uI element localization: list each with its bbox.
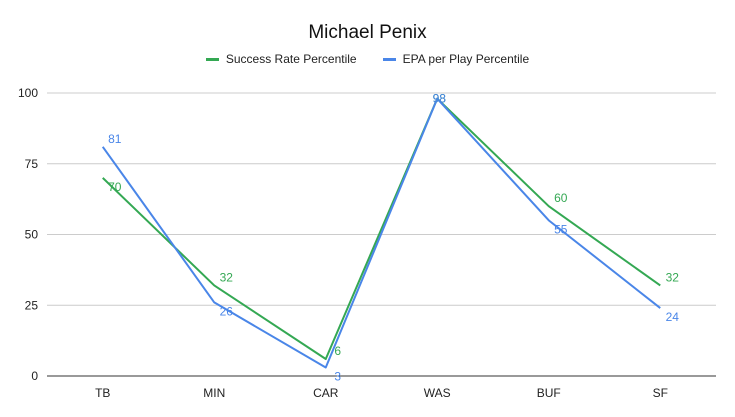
y-axis-ticks: 0 25 50 75 100 (18, 86, 38, 383)
legend-label-epa-per-play: EPA per Play Percentile (402, 52, 530, 66)
data-label-success-rate-buf: 60 (554, 191, 568, 205)
x-tick-label-buf: BUF (537, 386, 561, 400)
y-tick-label: 50 (25, 228, 39, 242)
legend-swatch-epa-per-play (382, 57, 396, 61)
data-label-success-rate-was: 98 (433, 92, 447, 106)
data-label-epa-per-play-car: 3 (334, 370, 341, 384)
legend-swatch-success-rate (205, 57, 219, 61)
legend-item-success-rate[interactable]: Success Rate Percentile (205, 52, 357, 66)
y-tick-label: 75 (25, 157, 39, 171)
x-axis-ticks: TB MIN CAR WAS BUF SF (95, 386, 668, 400)
gridlines (47, 92, 716, 377)
y-tick-label: 100 (18, 86, 38, 100)
chart-title: Michael Penix (308, 22, 427, 43)
x-tick-label-min: MIN (203, 386, 225, 400)
data-label-success-rate-tb: 70 (108, 180, 122, 194)
x-tick-label-car: CAR (313, 386, 339, 400)
data-label-success-rate-car: 6 (334, 344, 341, 358)
legend-label-success-rate: Success Rate Percentile (225, 52, 357, 66)
x-tick-label-was: WAS (424, 386, 451, 400)
legend-item-epa-per-play[interactable]: EPA per Play Percentile (382, 52, 530, 66)
data-label-epa-per-play-min: 26 (220, 304, 234, 318)
data-label-success-rate-sf: 32 (666, 270, 680, 284)
series-line-success-rate[interactable] (102, 97, 661, 361)
data-label-success-rate-min: 32 (220, 270, 234, 284)
data-label-epa-per-play-buf: 55 (554, 222, 568, 236)
series-lines (101, 97, 661, 369)
data-label-epa-per-play-sf: 24 (666, 310, 680, 324)
series-line-epa-per-play[interactable] (101, 97, 661, 369)
x-tick-label-sf: SF (653, 386, 668, 400)
x-tick-label-tb: TB (95, 386, 110, 400)
y-tick-label: 0 (31, 369, 38, 383)
y-tick-label: 25 (25, 298, 39, 312)
data-label-epa-per-play-was: 98 (433, 92, 447, 106)
data-label-epa-per-play-tb: 81 (108, 132, 122, 146)
legend: Success Rate Percentile EPA per Play Per… (0, 52, 735, 66)
